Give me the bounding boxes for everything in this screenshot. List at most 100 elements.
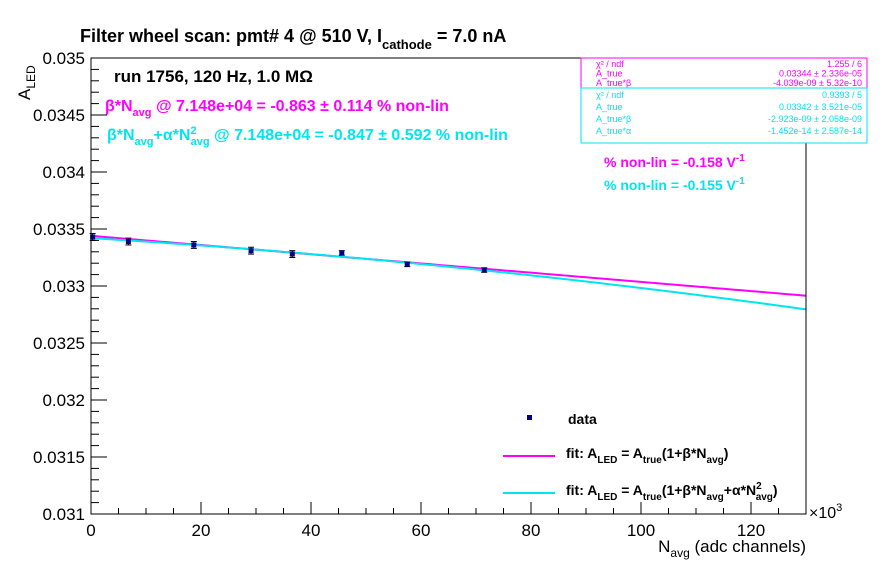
- alpha-annotation-sub1: avg: [135, 136, 154, 148]
- legend-fit2-label: fit: ALED = Atrue(1+β*Navg+α*N2 avg): [566, 481, 778, 503]
- fit-quadratic-line: [90, 237, 807, 311]
- legend-fit2-post3: ): [773, 482, 778, 498]
- stats-row-value: 0.03342 ± 3.521e-05: [779, 102, 862, 112]
- data-points: [89, 233, 488, 273]
- y-axis-label: ALED: [15, 65, 38, 100]
- beta-annotation: β*Navg @ 7.148e+04 = -0.863 ± 0.114 % no…: [105, 98, 449, 119]
- stats-box-1-frame: [580, 57, 868, 89]
- chart-title-suffix: = 7.0 nA: [432, 26, 507, 46]
- x-tick-label: 60: [412, 521, 431, 540]
- y-tick-label: 0.032: [42, 391, 85, 410]
- stats-row-value: 1.255 / 6: [827, 59, 862, 69]
- data-point: [339, 250, 345, 256]
- y-tick-label: 0.0325: [33, 334, 85, 353]
- fit-curves: [90, 234, 807, 311]
- beta-annotation-post: @ 7.148e+04 = -0.863 ± 0.114 % non-lin: [152, 98, 449, 115]
- alpha-annotation-post: @ 7.148e+04 = -0.847 ± 0.592 % non-lin: [210, 127, 508, 144]
- run-info: run 1756, 120 Hz, 1.0 MΩ: [114, 67, 313, 86]
- legend-data-marker: [527, 415, 532, 420]
- stats-row-value: -2.923e-09 ± 2.058e-09: [768, 114, 862, 124]
- x-axis-label-main: N: [658, 537, 670, 556]
- beta-annotation-sub: avg: [133, 107, 152, 119]
- nonlin-annotation-2-text: % non-lin = -0.155 V: [604, 177, 737, 193]
- stats-row-label: χ² / ndf: [596, 90, 624, 100]
- stats-row-label: A_true*β: [596, 78, 631, 88]
- y-tick-label: 0.031: [42, 505, 85, 524]
- x-tick-label: 0: [86, 521, 95, 540]
- x-tick-label: 20: [192, 521, 211, 540]
- data-point: [125, 239, 131, 245]
- legend-fit2-mid: = A: [617, 482, 643, 498]
- chart-title: Filter wheel scan: pmt# 4 @ 510 V, Icath…: [80, 26, 506, 52]
- nonlin-annotation-1: % non-lin = -0.158 V-1: [604, 153, 745, 170]
- legend-fit1-s3: avg: [707, 455, 724, 466]
- legend-fit2-s3: avg: [707, 492, 724, 503]
- stats-box-2: χ² / ndf 0.9393 / 5 A_true 0.03342 ± 3.521e…: [580, 87, 868, 144]
- y-tick-label: 0.033: [42, 277, 85, 296]
- x-axis-label-rest: (adc channels): [690, 537, 806, 556]
- x-tick-label: 40: [302, 521, 321, 540]
- data-point: [248, 248, 254, 254]
- y-tick-label: 0.034: [42, 163, 85, 182]
- chart-title-sub: cathode: [382, 37, 432, 52]
- x-tick-label: 100: [627, 521, 655, 540]
- y-tick-label: 0.0315: [33, 448, 85, 467]
- legend-fit2-sup: 2: [756, 481, 762, 492]
- nonlin-annotation-1-sup: -1: [736, 153, 745, 164]
- axis-ticks: 0 20 40 60 80 100 120 0.031 0.0315 0.032 0.0325 0.0…: [33, 49, 807, 540]
- alpha-annotation-pre: β*N: [107, 127, 135, 144]
- legend-fit1-post2: ): [724, 445, 729, 461]
- plot-frame: [90, 57, 807, 515]
- stats-row-value: 0.03344 ± 2.336e-05: [779, 69, 862, 79]
- stats-row-label: A_true*α: [596, 126, 631, 136]
- y-tick-label: 0.0335: [33, 220, 85, 239]
- legend-fit2-post1: (1+β*N: [662, 482, 707, 498]
- alpha-annotation: β*Navg+α*N2 avg @ 7.148e+04 = -0.847 ± 0.…: [107, 125, 508, 148]
- x-axis-label: Navg (adc channels): [658, 537, 806, 560]
- y-tick-label: 0.0345: [33, 106, 85, 125]
- data-point: [90, 234, 96, 240]
- x-multiplier: ×103: [809, 502, 842, 522]
- x-multiplier-exp: 3: [836, 502, 842, 514]
- x-tick-label: 120: [737, 521, 765, 540]
- data-point: [289, 251, 295, 257]
- legend-fit2-s2: true: [643, 492, 662, 503]
- stats-row-value: -1.452e-14 ± 2.587e-14: [768, 126, 862, 136]
- legend-fit1-pre: fit: A: [566, 445, 597, 461]
- stats-box-2-rows: χ² / ndf 0.9393 / 5 A_true 0.03342 ± 3.521e…: [596, 90, 862, 136]
- legend-fit1-mid: = A: [617, 445, 643, 461]
- x-axis-label-sub: avg: [670, 546, 689, 560]
- legend-fit2-pre: fit: A: [566, 482, 597, 498]
- legend-fit2-s4: avg: [756, 492, 773, 503]
- beta-annotation-pre: β*N: [105, 98, 133, 115]
- data-point: [191, 242, 197, 248]
- stats-row-value: 0.9393 / 5: [822, 90, 862, 100]
- alpha-annotation-sub2: avg: [191, 136, 210, 148]
- x-tick-label: 80: [522, 521, 541, 540]
- legend-fit2-s1: LED: [597, 492, 617, 503]
- x-multiplier-base: ×10: [809, 505, 836, 522]
- legend-fit1-s2: true: [643, 455, 662, 466]
- chart-title-prefix: Filter wheel scan: pmt# 4 @ 510 V, I: [80, 26, 382, 46]
- alpha-annotation-mid: +α*N: [154, 127, 191, 144]
- stats-box-1: χ² / ndf 1.255 / 6 A_true 0.03344 ± 2.336e-…: [580, 57, 868, 89]
- stats-row-value: -4.039e-09 ± 5.32e-10: [773, 78, 862, 88]
- data-point: [404, 261, 410, 267]
- nonlin-annotation-2-sup: -1: [736, 176, 745, 187]
- stats-box-1-rows: χ² / ndf 1.255 / 6 A_true 0.03344 ± 2.336e-…: [596, 59, 862, 88]
- legend-fit2-post2: +α*N: [724, 482, 756, 498]
- legend-fit1-post1: (1+β*N: [662, 445, 707, 461]
- y-axis-label-sub: LED: [24, 65, 38, 89]
- alpha-annotation-sup: 2: [190, 125, 196, 137]
- legend: data fit: ALED = Atrue(1+β*Navg) fit: AL…: [503, 411, 778, 503]
- y-axis-label-main: A: [15, 88, 34, 100]
- stats-row-label: χ² / ndf: [596, 59, 624, 69]
- stats-row-label: A_true: [596, 102, 623, 112]
- stats-box-2-frame: [580, 87, 868, 144]
- data-point: [481, 267, 487, 273]
- legend-fit1-s1: LED: [597, 455, 617, 466]
- nonlin-annotation-1-text: % non-lin = -0.158 V: [604, 154, 737, 170]
- legend-data-label: data: [568, 411, 597, 427]
- stats-row-label: A_true: [596, 69, 623, 79]
